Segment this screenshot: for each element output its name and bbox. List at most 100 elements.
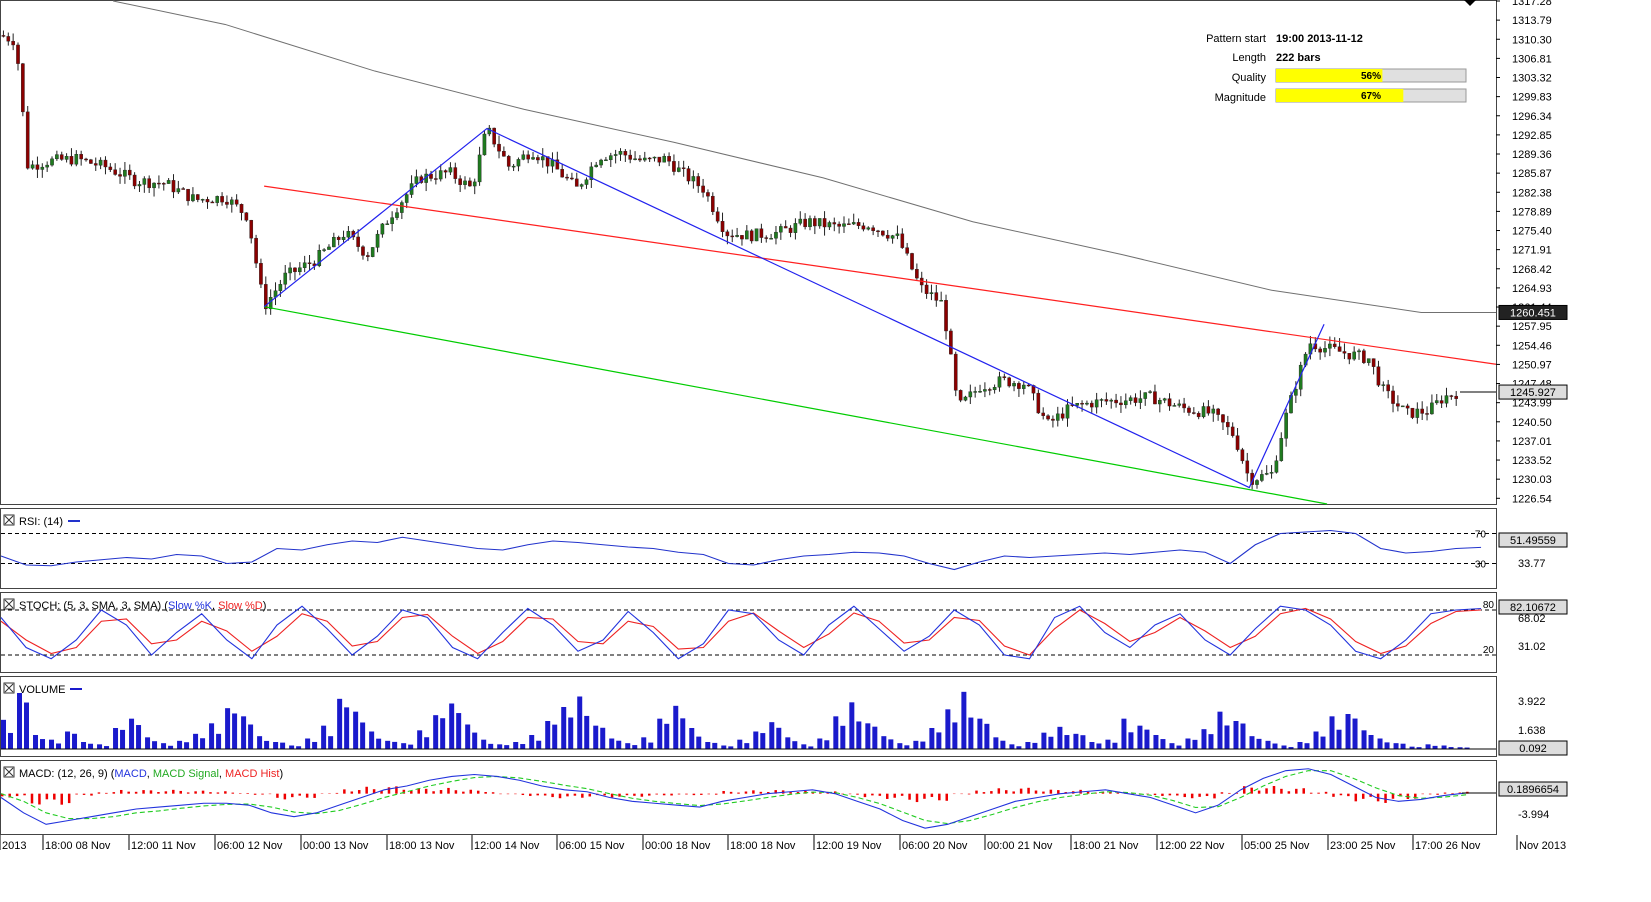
candle-down <box>731 236 734 237</box>
candle-up <box>580 185 583 187</box>
price-tick-label: 1240.50 <box>1512 417 1552 429</box>
candle-up <box>1066 405 1069 419</box>
candle-down <box>206 199 209 202</box>
candle-down <box>1042 413 1045 416</box>
volume-bar <box>913 741 918 749</box>
candle-up <box>1076 403 1079 405</box>
candle-down <box>235 200 238 204</box>
macd-hist-bar <box>507 794 510 795</box>
length-value: 222 bars <box>1276 52 1321 64</box>
volume-bar <box>1201 729 1206 749</box>
candle-up <box>1163 399 1166 401</box>
stoch-value-badge: 82.10672 <box>1510 602 1556 614</box>
candle-up <box>1435 401 1438 403</box>
volume-bar <box>280 743 285 749</box>
candle-down <box>245 213 248 220</box>
volume-bar <box>289 746 294 750</box>
volume-bar <box>616 741 621 749</box>
volume-bar <box>1337 730 1342 749</box>
volume-bar <box>440 718 445 749</box>
candle-up <box>1178 404 1181 406</box>
candle-up <box>983 389 986 391</box>
candle-down <box>624 151 627 155</box>
macd-hist-bar <box>447 788 450 794</box>
volume-bar <box>1401 744 1406 749</box>
candle-up <box>381 224 384 234</box>
candle-up <box>50 159 53 165</box>
volume-bar <box>648 743 653 749</box>
candle-down <box>881 231 884 235</box>
candle-up <box>347 231 350 237</box>
volume-bar <box>1128 732 1133 749</box>
volume-bar <box>1394 743 1399 749</box>
candle-down <box>1319 349 1322 352</box>
candle-down <box>638 159 641 160</box>
candle-up <box>969 392 972 397</box>
volume-bar <box>801 744 806 749</box>
volume-bar <box>856 721 861 749</box>
candle-down <box>1197 413 1200 417</box>
candle-up <box>143 179 146 185</box>
macd-hist-bar <box>670 794 673 796</box>
candle-up <box>1022 385 1025 389</box>
candle-up <box>395 213 398 218</box>
candle-down <box>1221 415 1224 423</box>
volume-bar <box>264 741 269 749</box>
price-tick-label: 1299.83 <box>1512 92 1552 104</box>
macd-value-badge: 0.1896654 <box>1507 784 1559 796</box>
volume-bar <box>641 737 646 749</box>
candle-down <box>162 183 165 184</box>
candle-up <box>1255 480 1258 484</box>
volume-bar <box>1240 724 1245 749</box>
volume-bar <box>865 723 870 749</box>
volume-bar <box>817 739 822 750</box>
candle-down <box>250 220 253 238</box>
last-price-badge: 1245.927 <box>1510 387 1556 399</box>
volume-bar <box>840 726 845 749</box>
volume-bar <box>257 736 262 749</box>
x-tick-label: Nov 2013 <box>1519 840 1566 852</box>
candle-down <box>2 35 5 36</box>
macd-hist-bar <box>477 791 480 794</box>
volume-bar <box>936 732 941 749</box>
candle-up <box>692 176 695 181</box>
candle-down <box>186 189 189 201</box>
x-tick-label: 12:00 14 Nov <box>474 840 540 852</box>
volume-bar <box>609 739 614 750</box>
candle-down <box>1134 398 1137 403</box>
volume-bar <box>1314 732 1319 750</box>
macd-hist-bar <box>1310 793 1313 794</box>
price-tick-label: 1282.38 <box>1512 187 1552 199</box>
volume-bar <box>1153 735 1158 749</box>
macd-hist-bar <box>1332 794 1335 797</box>
macd-hist-bar <box>1020 789 1023 794</box>
candle-down <box>1217 409 1220 415</box>
macd-hist-bar <box>38 794 41 805</box>
x-tick-label: 00:00 21 Nov <box>987 840 1053 852</box>
volume-bar <box>897 743 902 749</box>
volume-bar <box>216 734 221 749</box>
candle-up <box>541 157 544 160</box>
candle-up <box>978 391 981 392</box>
volume-bar <box>744 743 749 749</box>
volume-bar <box>1064 735 1069 749</box>
macd-hist-bar <box>142 790 145 794</box>
volume-bar <box>1305 743 1310 749</box>
macd-hist-bar <box>916 794 919 802</box>
volume-bar <box>1000 741 1005 749</box>
support-trendline <box>264 307 1327 504</box>
volume-bar <box>392 742 397 749</box>
macd-hist-bar <box>492 792 495 793</box>
volume-bar <box>1121 719 1126 749</box>
volume-bar <box>513 742 518 749</box>
candle-down <box>935 293 938 301</box>
volume-bar <box>1346 714 1351 749</box>
macd-hist-bar <box>603 794 606 796</box>
volume-bar <box>344 707 349 749</box>
macd-hist-bar <box>626 794 629 796</box>
candle-down <box>196 195 199 200</box>
chart-menu-arrow-icon[interactable] <box>1464 0 1476 6</box>
macd-hist-bar <box>730 792 733 794</box>
macd-hist-bar <box>1265 788 1268 793</box>
